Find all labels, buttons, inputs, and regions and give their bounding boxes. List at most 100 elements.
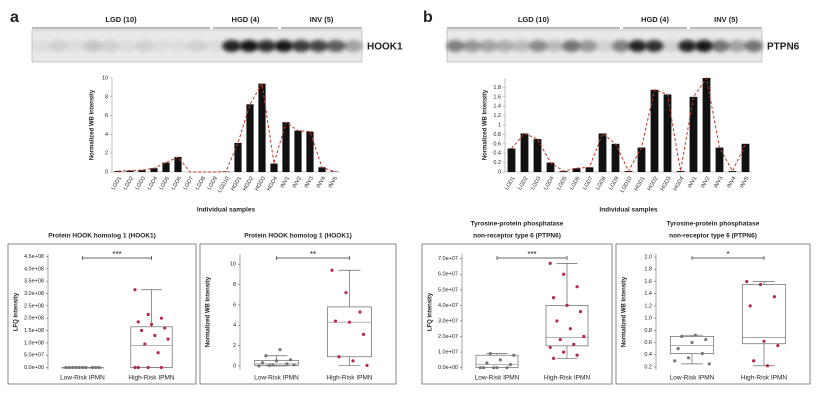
data-point <box>64 365 68 370</box>
bar <box>689 96 698 172</box>
plot-frame <box>615 243 811 385</box>
x-tick-label: INV1 <box>280 176 291 190</box>
bar <box>126 170 134 172</box>
significance: * <box>726 250 729 259</box>
y-tick-label: 0.0e+00 <box>24 365 44 371</box>
x-tick-label: LGD3 <box>530 176 542 191</box>
plot-frame <box>421 243 613 385</box>
data-point <box>94 365 98 370</box>
x-tick-label: Low-Risk IPMN <box>60 375 105 382</box>
data-point <box>680 334 684 339</box>
y-tick-label: 0.6 <box>644 340 652 346</box>
y-axis-label: Normalized WB Intensity <box>622 276 628 347</box>
box <box>670 336 714 354</box>
bar <box>162 162 170 172</box>
data-point <box>492 366 496 370</box>
x-tick-label: INV4 <box>316 176 327 190</box>
y-tick-label: 10 <box>102 75 108 81</box>
y-tick-label: 1 <box>498 122 501 128</box>
x-tick-label: LGD2 <box>517 176 529 191</box>
data-point <box>758 282 763 287</box>
data-point <box>707 362 711 366</box>
box <box>742 284 786 345</box>
blot-band <box>83 40 103 52</box>
blot-band <box>529 40 548 52</box>
bar <box>728 171 737 172</box>
y-tick-label: 0 <box>233 363 236 369</box>
data-point <box>572 342 576 346</box>
data-point <box>358 310 362 314</box>
data-point <box>582 334 586 339</box>
blot-band <box>595 40 614 52</box>
bar <box>546 162 555 172</box>
y-tick-label: 2.0 <box>644 255 652 261</box>
data-point <box>257 364 261 368</box>
x-tick-label: LGD9 <box>608 176 620 191</box>
bar <box>520 133 529 172</box>
data-point <box>84 365 88 370</box>
blot-band <box>187 40 207 52</box>
x-tick-label: Low-Risk IPMN <box>254 375 299 382</box>
data-point <box>765 364 770 368</box>
bar <box>507 148 516 172</box>
group-label: LGD (10) <box>105 15 137 24</box>
blot-band <box>274 40 294 52</box>
blot-band <box>100 40 120 52</box>
data-point <box>146 312 150 317</box>
y-tick-label: 1.6 <box>493 94 501 100</box>
data-point <box>74 365 78 370</box>
data-point <box>488 352 492 356</box>
chart-title: non-receptor type 6 (PTPN6) <box>669 233 757 240</box>
y-tick-label: 6 <box>105 113 108 119</box>
data-point <box>578 310 583 314</box>
y-tick-label: 1.2 <box>644 303 652 309</box>
data-point <box>153 333 157 338</box>
bar <box>294 130 302 172</box>
chart-title: Tyrosine-protein phosphatase <box>471 221 564 228</box>
significance: *** <box>112 250 121 259</box>
x-tick-label: INV2 <box>292 176 303 190</box>
y-tick-label: 5.0e+07 <box>438 287 458 293</box>
data-point <box>136 365 140 370</box>
data-point <box>505 366 509 370</box>
data-point <box>133 365 137 370</box>
data-point <box>139 328 144 333</box>
y-tick-label: 0.4 <box>644 352 652 358</box>
group-label: INV (5) <box>310 15 334 24</box>
y-tick-label: 8 <box>105 94 108 100</box>
y-tick-label: 2.5e+08 <box>24 303 44 309</box>
data-point <box>278 348 282 352</box>
bar <box>306 131 314 172</box>
x-tick-label: INV5 <box>328 176 339 190</box>
y-tick-label: 2 <box>105 151 108 157</box>
y-tick-label: 4 <box>233 323 236 329</box>
box <box>475 354 519 369</box>
x-tick-label: LGD8 <box>195 176 207 191</box>
x-tick-label: LGD5 <box>159 176 171 191</box>
chart-title: non-receptor type 6 (PTPN6) <box>473 233 561 240</box>
data-point <box>562 272 566 276</box>
x-tick-label: LGD3 <box>135 176 147 191</box>
y-tick-label: 5.0e+07 <box>24 353 44 359</box>
data-point <box>748 304 752 308</box>
y-tick-label: 3.0e+08 <box>24 291 44 297</box>
box <box>327 306 372 358</box>
y-tick-label: 7.0e+07 <box>438 256 458 262</box>
data-point <box>498 358 502 362</box>
data-point <box>146 365 150 370</box>
blot-band <box>309 40 329 52</box>
blot-band <box>645 40 664 52</box>
y-tick-label: 1.0 <box>644 316 652 322</box>
x-tick-label: LGD8 <box>595 176 607 191</box>
blot-band <box>495 40 515 52</box>
data-point <box>260 361 265 365</box>
bar <box>270 163 278 172</box>
group-label: HGD (4) <box>232 15 260 24</box>
x-tick-label: LGD6 <box>171 176 183 191</box>
bar <box>598 133 607 172</box>
chart-title: Protein HOOK homolog 1 (HOOK1) <box>244 233 352 240</box>
data-point <box>133 288 137 292</box>
bar <box>715 147 724 172</box>
blot-band <box>462 40 481 52</box>
data-point <box>166 337 170 341</box>
